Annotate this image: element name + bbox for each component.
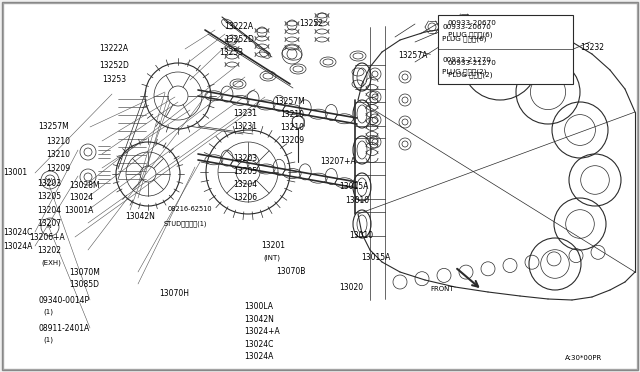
Text: 13206+A: 13206+A [29,233,65,242]
Text: (INT): (INT) [264,254,281,261]
Text: 13210: 13210 [46,137,70,146]
Text: 13203: 13203 [234,154,258,163]
Text: 13024A: 13024A [244,352,274,361]
Text: 13203: 13203 [37,179,61,187]
Text: 13252: 13252 [300,19,324,28]
Text: PLUG プラグ(2): PLUG プラグ(2) [448,71,493,78]
Text: 13205: 13205 [234,167,258,176]
Text: 13024A: 13024A [3,242,33,251]
Text: 13010: 13010 [346,196,370,205]
Text: 13257A: 13257A [398,51,428,60]
Text: STUDスタッド(1): STUDスタッド(1) [163,220,207,227]
Text: 13207+A: 13207+A [320,157,356,166]
Text: 13070B: 13070B [276,267,306,276]
Text: 13024: 13024 [69,193,93,202]
Text: 08911-2401A: 08911-2401A [38,324,90,333]
Text: 08216-62510: 08216-62510 [168,206,212,212]
Text: 13210: 13210 [280,123,305,132]
Text: 13257M: 13257M [274,97,305,106]
Text: 13206: 13206 [234,193,258,202]
Text: 13210: 13210 [46,150,70,159]
Text: 13070H: 13070H [159,289,189,298]
Text: 13253: 13253 [102,76,127,84]
Text: 13042N: 13042N [244,315,275,324]
Text: 13024+A: 13024+A [244,327,280,336]
Text: 00933-21270: 00933-21270 [448,60,497,66]
Text: 13209: 13209 [46,164,70,173]
Text: 13204: 13204 [37,206,61,215]
Text: 13205: 13205 [37,192,61,201]
Text: PLUG プラグ(2): PLUG プラグ(2) [442,68,487,75]
Text: 13231: 13231 [234,122,258,131]
Text: 13252D: 13252D [99,61,129,70]
Text: 13252D: 13252D [224,35,254,44]
Text: PLUG プラグ(6): PLUG プラグ(6) [442,36,487,42]
Text: 13001A: 13001A [64,206,93,215]
Text: 13257M: 13257M [38,122,69,131]
Text: 13085D: 13085D [69,280,99,289]
Text: (EXH): (EXH) [42,259,61,266]
Bar [438,15,573,84]
Text: N: N [47,224,51,230]
Text: A:30*00PR: A:30*00PR [564,355,602,361]
Text: 13209: 13209 [280,136,305,145]
Text: 13207: 13207 [37,219,61,228]
Text: 13253: 13253 [219,48,243,57]
Text: 09340-0014P: 09340-0014P [38,296,90,305]
Text: W: W [46,177,52,183]
Text: 13202: 13202 [37,246,61,255]
Text: 00933-20670: 00933-20670 [442,24,492,30]
Text: 13204: 13204 [234,180,258,189]
Text: 13222A: 13222A [224,22,253,31]
Text: PLUG プラグ(6): PLUG プラグ(6) [448,31,493,38]
Text: 13020: 13020 [339,283,364,292]
Text: 00933-20670: 00933-20670 [448,20,497,26]
Text: 1300LA: 1300LA [244,302,273,311]
Text: 13232: 13232 [580,43,604,52]
Text: 13210: 13210 [280,110,305,119]
Text: (1): (1) [44,308,54,315]
Text: 13222A: 13222A [99,44,129,53]
Text: 13042N: 13042N [125,212,155,221]
Text: 13024C: 13024C [244,340,274,349]
Text: 13028M: 13028M [69,181,100,190]
Text: 13024C: 13024C [3,228,33,237]
Text: 13201: 13201 [261,241,285,250]
Text: 13015A: 13015A [362,253,391,262]
Text: 13070M: 13070M [69,268,100,277]
Text: 13015A: 13015A [339,182,369,191]
Text: 13001: 13001 [3,169,28,177]
Text: (1): (1) [44,336,54,343]
Text: 00933-21270: 00933-21270 [442,57,492,62]
Text: 13231: 13231 [234,109,258,118]
Text: FRONT: FRONT [430,286,454,292]
Text: 13010: 13010 [349,231,373,240]
